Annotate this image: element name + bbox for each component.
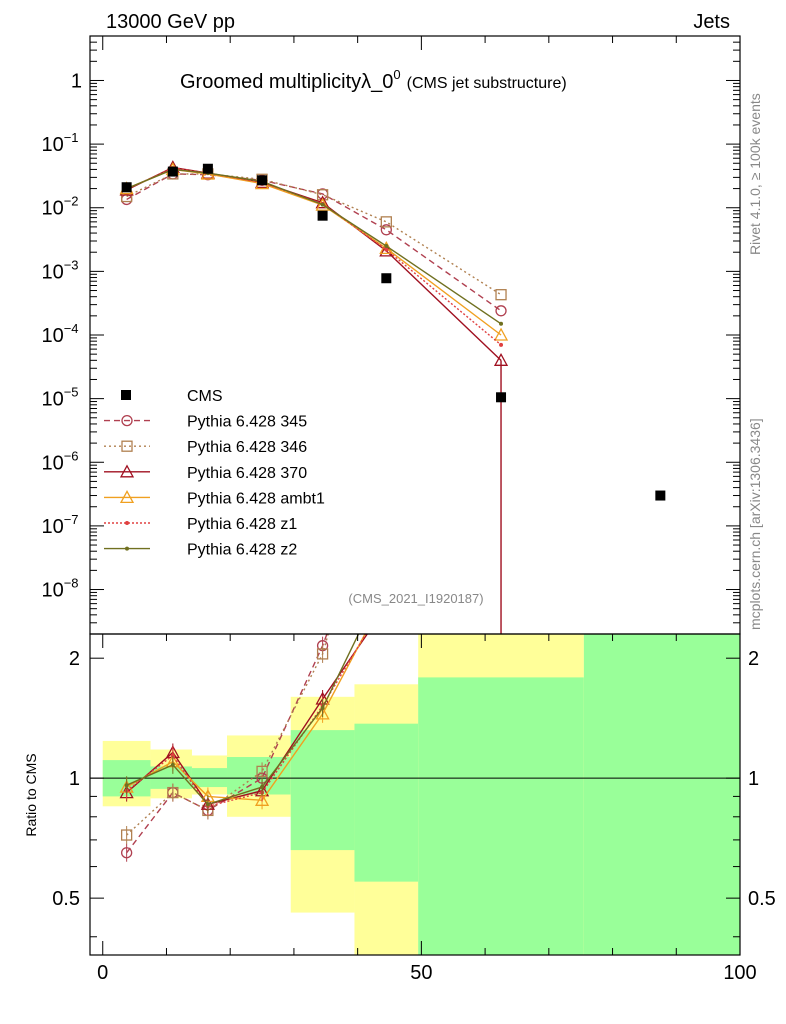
legend-marker-1 xyxy=(121,440,133,452)
legend-marker-3 xyxy=(119,490,135,504)
ratio-5-point-0 xyxy=(124,783,129,788)
ratio-0-point-0 xyxy=(120,847,133,859)
legend-label-5: Pythia 6.428 z2 xyxy=(187,542,297,559)
ratio-y-axis-label: Ratio to CMS xyxy=(23,753,39,836)
cms-data-point-1 xyxy=(167,166,178,177)
legend-cms-marker xyxy=(121,390,131,400)
rivet-version-label: Rivet 4.1.0, ≥ 100k events xyxy=(747,93,763,255)
process-label: Jets xyxy=(693,11,730,33)
legend-label-1: Pythia 6.428 346 xyxy=(187,439,307,456)
series-0-point-6 xyxy=(495,305,507,317)
main-y-tick-label-0: 1 xyxy=(71,70,82,92)
ratio-panel-series xyxy=(119,130,506,862)
legend-marker-5 xyxy=(125,546,129,551)
ratio-1-point-1 xyxy=(167,786,179,799)
ratio-5-point-5 xyxy=(384,575,388,579)
series-5-point-4 xyxy=(320,202,325,207)
legend-label-4: Pythia 6.428 z1 xyxy=(187,516,297,533)
ratio-y-tick-label-right-2: 2 xyxy=(748,648,759,670)
main-y-tick-label-7: 10−7 xyxy=(41,512,78,538)
legend-cms-label: CMS xyxy=(187,388,223,405)
ratio-3-point-3 xyxy=(254,792,270,806)
series-2-point-4 xyxy=(315,195,330,209)
green-band-2 xyxy=(191,768,228,788)
legend-marker-0 xyxy=(121,414,133,427)
series-4-point-6 xyxy=(499,342,504,347)
cms-data-point-0 xyxy=(121,182,132,193)
main-y-tick-label-6: 10−6 xyxy=(41,448,78,474)
main-y-tick-label-4: 10−4 xyxy=(41,321,78,347)
series-line-0 xyxy=(126,173,502,312)
green-band-1 xyxy=(150,766,192,789)
legend-label-2: Pythia 6.428 370 xyxy=(187,465,307,482)
legend-marker-2 xyxy=(119,464,135,478)
series-1-point-6 xyxy=(495,289,507,301)
ratio-y-tick-label-left-1: 1 xyxy=(69,768,80,790)
legend: CMS Pythia 6.428 345 Pythia 6.428 346 Pythi… xyxy=(104,388,325,559)
ratio-5-point-2 xyxy=(205,802,210,807)
ratio-1-point-4 xyxy=(316,648,329,660)
ratio-0-point-5 xyxy=(381,469,391,479)
ratio-5-point-3 xyxy=(260,785,265,790)
ratio-1-point-3 xyxy=(256,765,268,778)
ratio-3-point-4 xyxy=(315,706,330,720)
analysis-id-label: (CMS_2021_I1920187) xyxy=(348,591,483,606)
ratio-panel-frame xyxy=(89,633,741,956)
cms-data-point-3 xyxy=(257,175,268,186)
main-y-tick-label-1: 10−1 xyxy=(41,130,78,156)
ratio-1-point-0 xyxy=(120,829,133,841)
ratio-y-tick-label-right-1: 1 xyxy=(748,768,759,790)
ratio-5-point-1 xyxy=(170,762,175,767)
cms-data-point-2 xyxy=(202,163,213,174)
cms-data-point-6 xyxy=(496,392,507,403)
series-line-2 xyxy=(126,166,502,361)
green-band-4 xyxy=(290,730,355,851)
series-0-point-5 xyxy=(380,224,392,236)
ratio-1-point-6 xyxy=(496,130,506,140)
ratio-y-tick-label-left-2: 2 xyxy=(69,648,80,670)
main-y-tick-label-8: 10−8 xyxy=(41,576,78,602)
main-y-tick-label-2: 10−2 xyxy=(41,194,78,220)
main-y-tick-label-5: 10−5 xyxy=(41,385,78,411)
x-tick-label-2: 100 xyxy=(723,962,756,984)
series-4-point-5 xyxy=(384,247,389,252)
series-1-point-5 xyxy=(380,216,392,228)
green-band-7 xyxy=(583,634,740,955)
series-3-point-4 xyxy=(315,197,330,211)
series-3-point-6 xyxy=(493,327,509,341)
legend-label-0: Pythia 6.428 345 xyxy=(187,414,307,431)
cms-data-points xyxy=(121,163,666,501)
ratio-4-point-1 xyxy=(170,753,175,758)
green-band-6 xyxy=(418,677,584,955)
legend-marker-4 xyxy=(125,521,129,525)
series-5-point-5 xyxy=(384,244,389,249)
x-tick-label-1: 50 xyxy=(410,962,432,984)
legend-label-3: Pythia 6.428 ambt1 xyxy=(187,490,325,507)
green-band-5 xyxy=(354,723,419,882)
ratio-y-tick-label-left-0: 0.5 xyxy=(52,888,80,910)
chart-title: Groomed multiplicityλ_00(CMS jet substru… xyxy=(180,67,567,93)
axis-ticks: 1 10−1 10−2 10−3 10−4 10−5 10−6 10−7 10−8 0.5 0.5 1… xyxy=(41,36,776,984)
cms-data-point-7 xyxy=(655,490,666,501)
ratio-1-point-5 xyxy=(381,422,391,432)
series-line-4 xyxy=(126,167,502,346)
main-panel-series xyxy=(119,160,509,634)
ratio-5-point-4 xyxy=(320,705,325,710)
energy-label: 13000 GeV pp xyxy=(106,11,235,33)
ratio-y-tick-label-right-0: 0.5 xyxy=(748,888,776,910)
ratio-0-point-6 xyxy=(496,232,506,242)
cms-data-point-5 xyxy=(381,273,392,284)
mcplots-reference-label: mcplots.cern.ch [arXiv:1306.3436] xyxy=(747,418,763,630)
ratio-uncertainty-bands xyxy=(90,634,740,955)
series-5-point-6 xyxy=(499,321,504,326)
series-line-3 xyxy=(126,168,502,336)
main-y-tick-label-3: 10−3 xyxy=(41,257,78,283)
cms-data-point-4 xyxy=(317,210,328,221)
x-tick-label-0: 0 xyxy=(97,962,108,984)
